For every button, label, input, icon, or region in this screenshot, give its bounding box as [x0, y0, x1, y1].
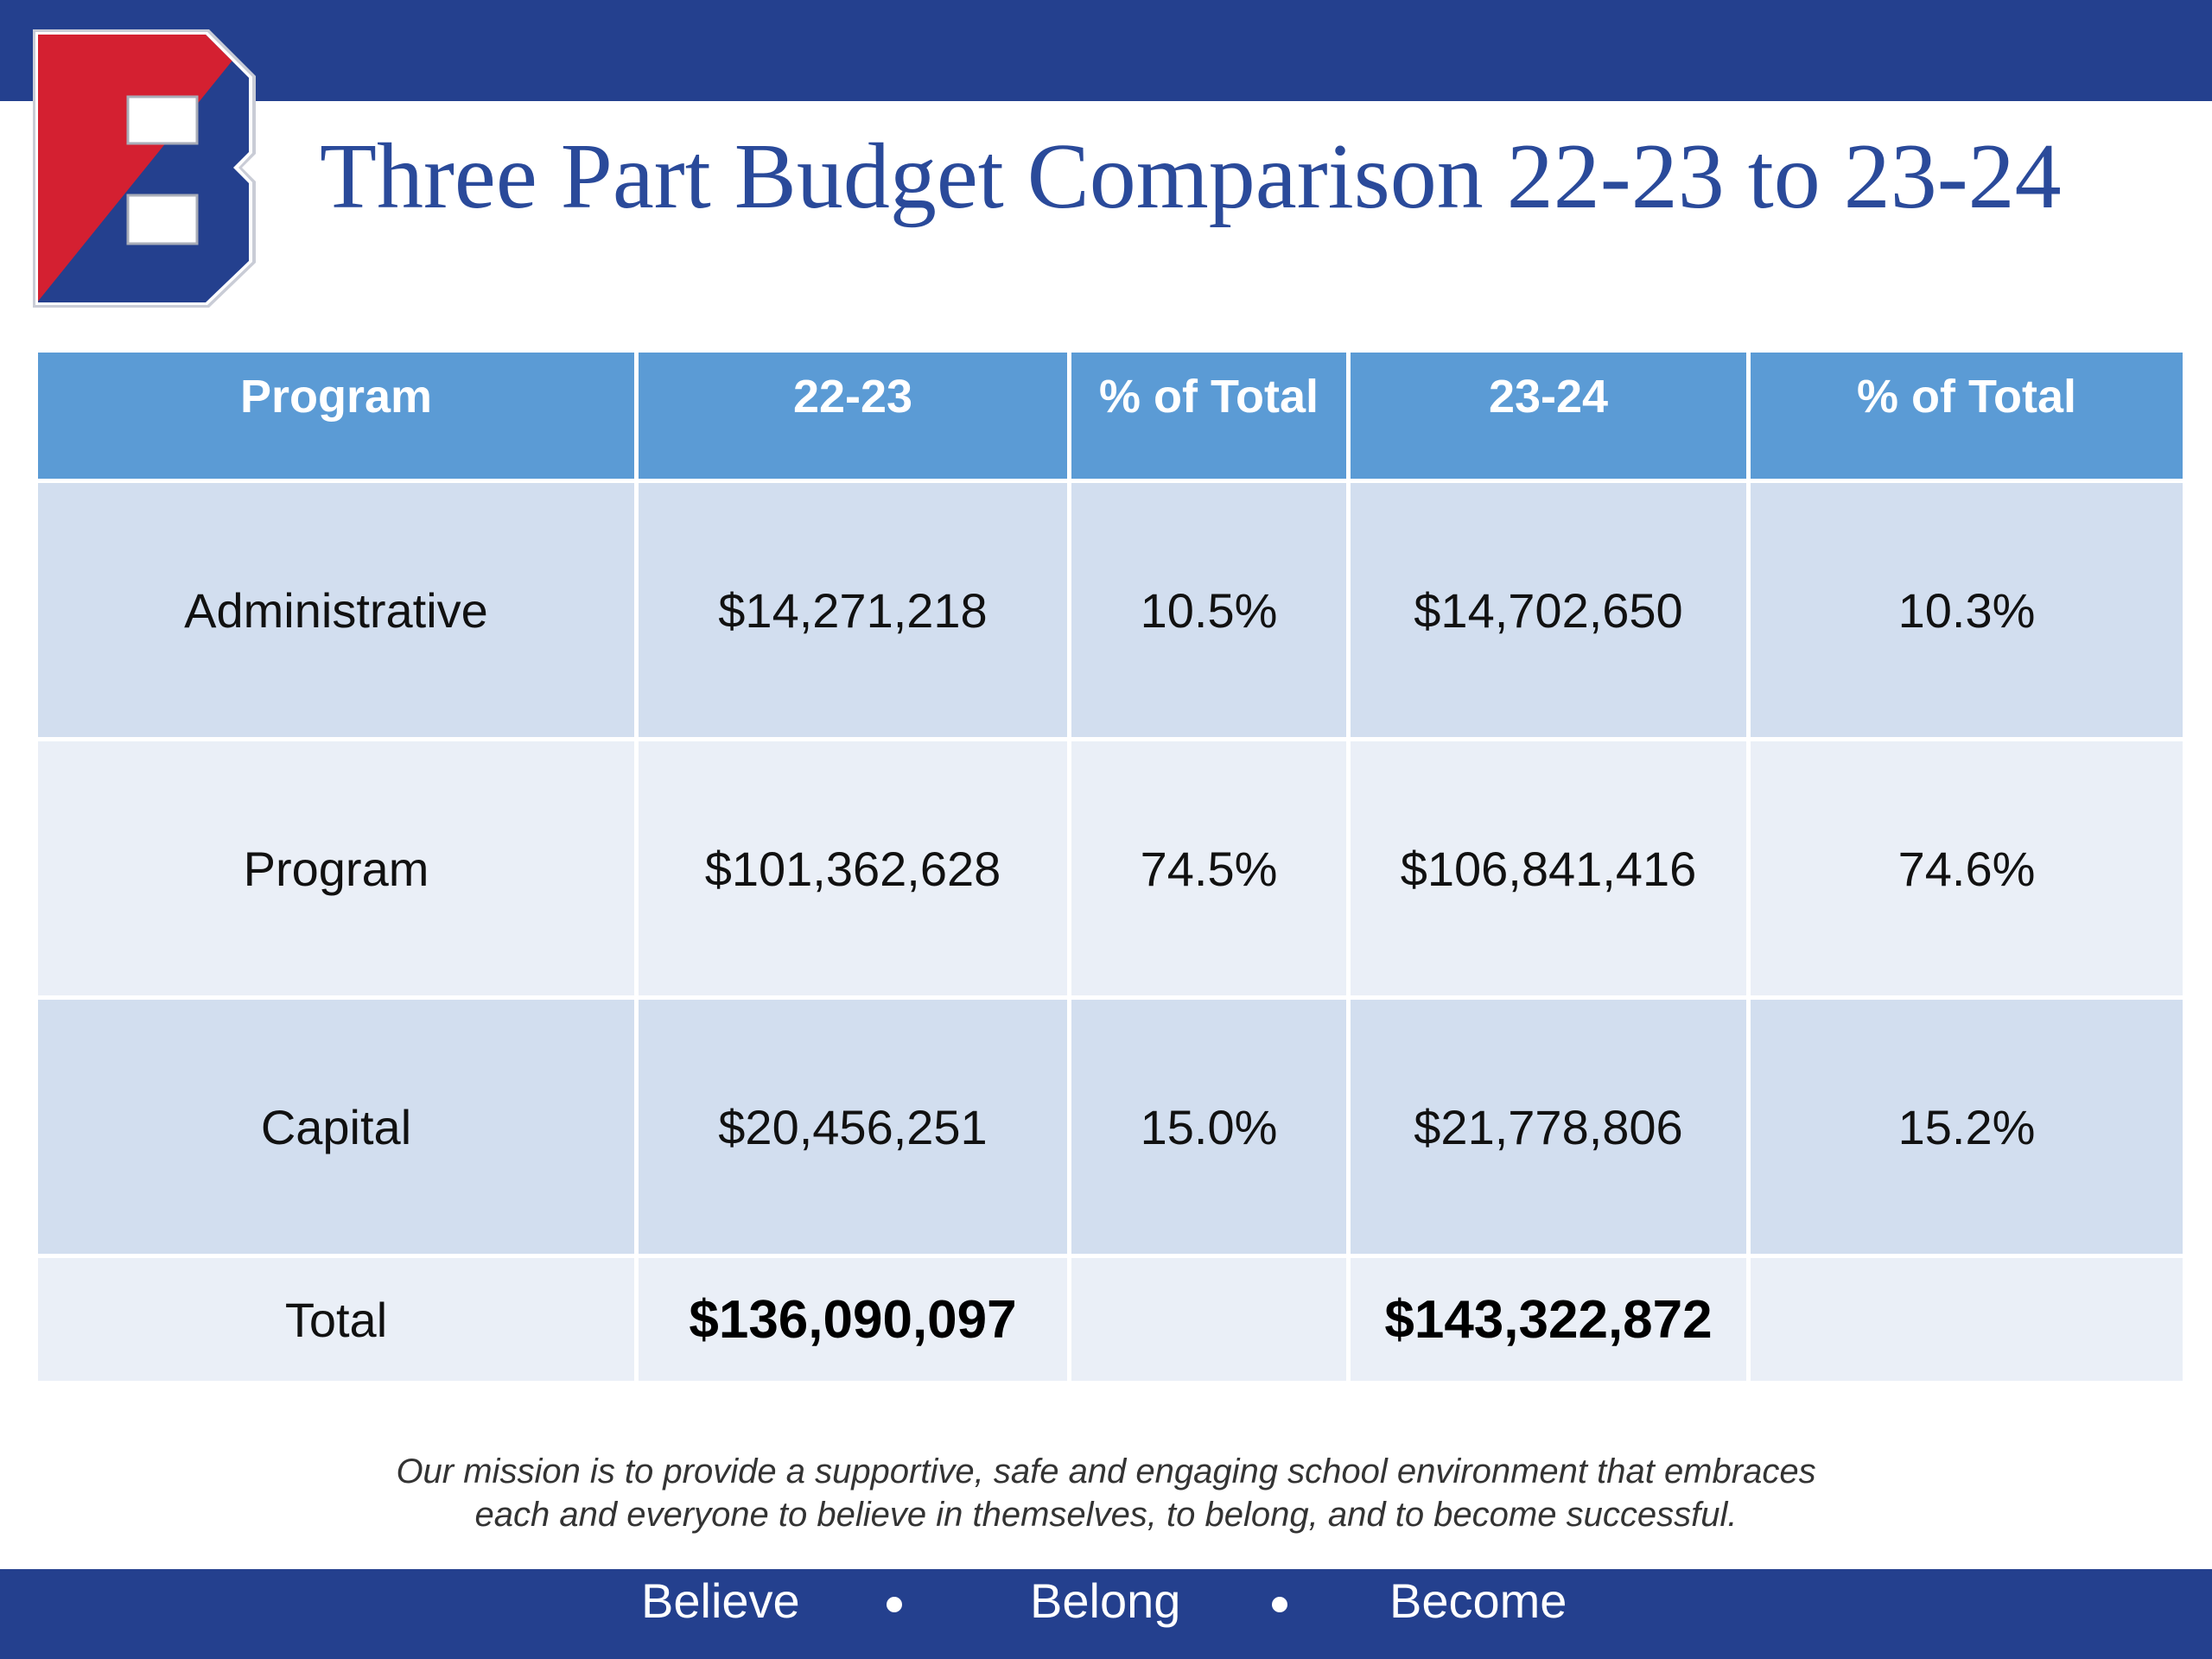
- amount-22-23: $14,271,218: [639, 483, 1067, 737]
- bullet-dot-icon: [887, 1597, 902, 1612]
- column-header-23-24: 23-24: [1351, 353, 1746, 479]
- column-header-pct-22-23: % of Total: [1071, 353, 1346, 479]
- percent-23-24: 10.3%: [1751, 483, 2183, 737]
- budget-table: Program 22-23 % of Total 23-24 % of Tota…: [34, 348, 2187, 1385]
- bullet-dot-icon: [1272, 1597, 1287, 1612]
- empty-cell: [1071, 1258, 1346, 1381]
- program-name: Capital: [38, 1000, 634, 1254]
- total-22-23: $136,090,097: [639, 1258, 1067, 1381]
- percent-23-24: 74.6%: [1751, 741, 2183, 995]
- column-header-program: Program: [38, 353, 634, 479]
- page-title: Three Part Budget Comparison 22-23 to 23…: [320, 125, 2062, 228]
- motto-become: Become: [1389, 1573, 1567, 1628]
- percent-22-23: 10.5%: [1071, 483, 1346, 737]
- total-23-24: $143,322,872: [1351, 1258, 1746, 1381]
- total-row: Total $136,090,097 $143,322,872: [38, 1258, 2183, 1381]
- motto-believe: Believe: [641, 1573, 800, 1628]
- table-header-row: Program 22-23 % of Total 23-24 % of Tota…: [38, 353, 2183, 479]
- total-label: Total: [38, 1258, 634, 1381]
- program-name: Administrative: [38, 483, 634, 737]
- amount-22-23: $101,362,628: [639, 741, 1067, 995]
- top-banner: [0, 0, 2212, 101]
- empty-cell: [1751, 1258, 2183, 1381]
- column-header-pct-23-24: % of Total: [1751, 353, 2183, 479]
- mission-statement: Our mission is to provide a supportive, …: [259, 1450, 1953, 1536]
- school-logo-b: [33, 29, 257, 308]
- mission-line-2: each and everyone to believe in themselv…: [474, 1496, 1738, 1534]
- mission-line-1: Our mission is to provide a supportive, …: [396, 1452, 1816, 1491]
- percent-23-24: 15.2%: [1751, 1000, 2183, 1254]
- b-letter-logo-icon: [33, 29, 256, 308]
- percent-22-23: 15.0%: [1071, 1000, 1346, 1254]
- amount-23-24: $106,841,416: [1351, 741, 1746, 995]
- program-name: Program: [38, 741, 634, 995]
- table-row: Capital $20,456,251 15.0% $21,778,806 15…: [38, 1000, 2183, 1254]
- amount-23-24: $14,702,650: [1351, 483, 1746, 737]
- column-header-22-23: 22-23: [639, 353, 1067, 479]
- amount-23-24: $21,778,806: [1351, 1000, 1746, 1254]
- table-row: Administrative $14,271,218 10.5% $14,702…: [38, 483, 2183, 737]
- footer-banner: Believe Belong Become: [0, 1569, 2212, 1659]
- percent-22-23: 74.5%: [1071, 741, 1346, 995]
- table-row: Program $101,362,628 74.5% $106,841,416 …: [38, 741, 2183, 995]
- motto-belong: Belong: [1030, 1573, 1181, 1628]
- amount-22-23: $20,456,251: [639, 1000, 1067, 1254]
